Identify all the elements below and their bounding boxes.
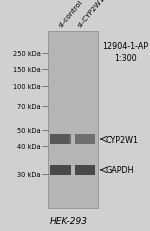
- Text: si-control: si-control: [58, 0, 84, 29]
- Text: 70 kDa: 70 kDa: [17, 103, 40, 109]
- Bar: [48, 32, 98, 208]
- Text: GAPDH: GAPDH: [105, 166, 134, 175]
- Bar: [75, 165, 95, 175]
- Bar: [50, 165, 70, 175]
- Text: 40 kDa: 40 kDa: [17, 143, 40, 149]
- Text: 12904-1-AP
1:300: 12904-1-AP 1:300: [102, 42, 148, 62]
- Text: 100 kDa: 100 kDa: [13, 84, 40, 90]
- Text: HEK-293: HEK-293: [50, 216, 88, 225]
- Bar: [75, 135, 95, 144]
- Text: WWW.PTGLAB.COM: WWW.PTGLAB.COM: [70, 96, 75, 144]
- Text: CYP2W1: CYP2W1: [105, 135, 138, 144]
- Text: 30 kDa: 30 kDa: [17, 172, 40, 178]
- Text: 150 kDa: 150 kDa: [13, 66, 40, 72]
- Text: si-CYP2W1: si-CYP2W1: [77, 0, 106, 29]
- Text: 50 kDa: 50 kDa: [17, 128, 40, 134]
- Text: 250 kDa: 250 kDa: [13, 50, 40, 56]
- Bar: [50, 135, 70, 144]
